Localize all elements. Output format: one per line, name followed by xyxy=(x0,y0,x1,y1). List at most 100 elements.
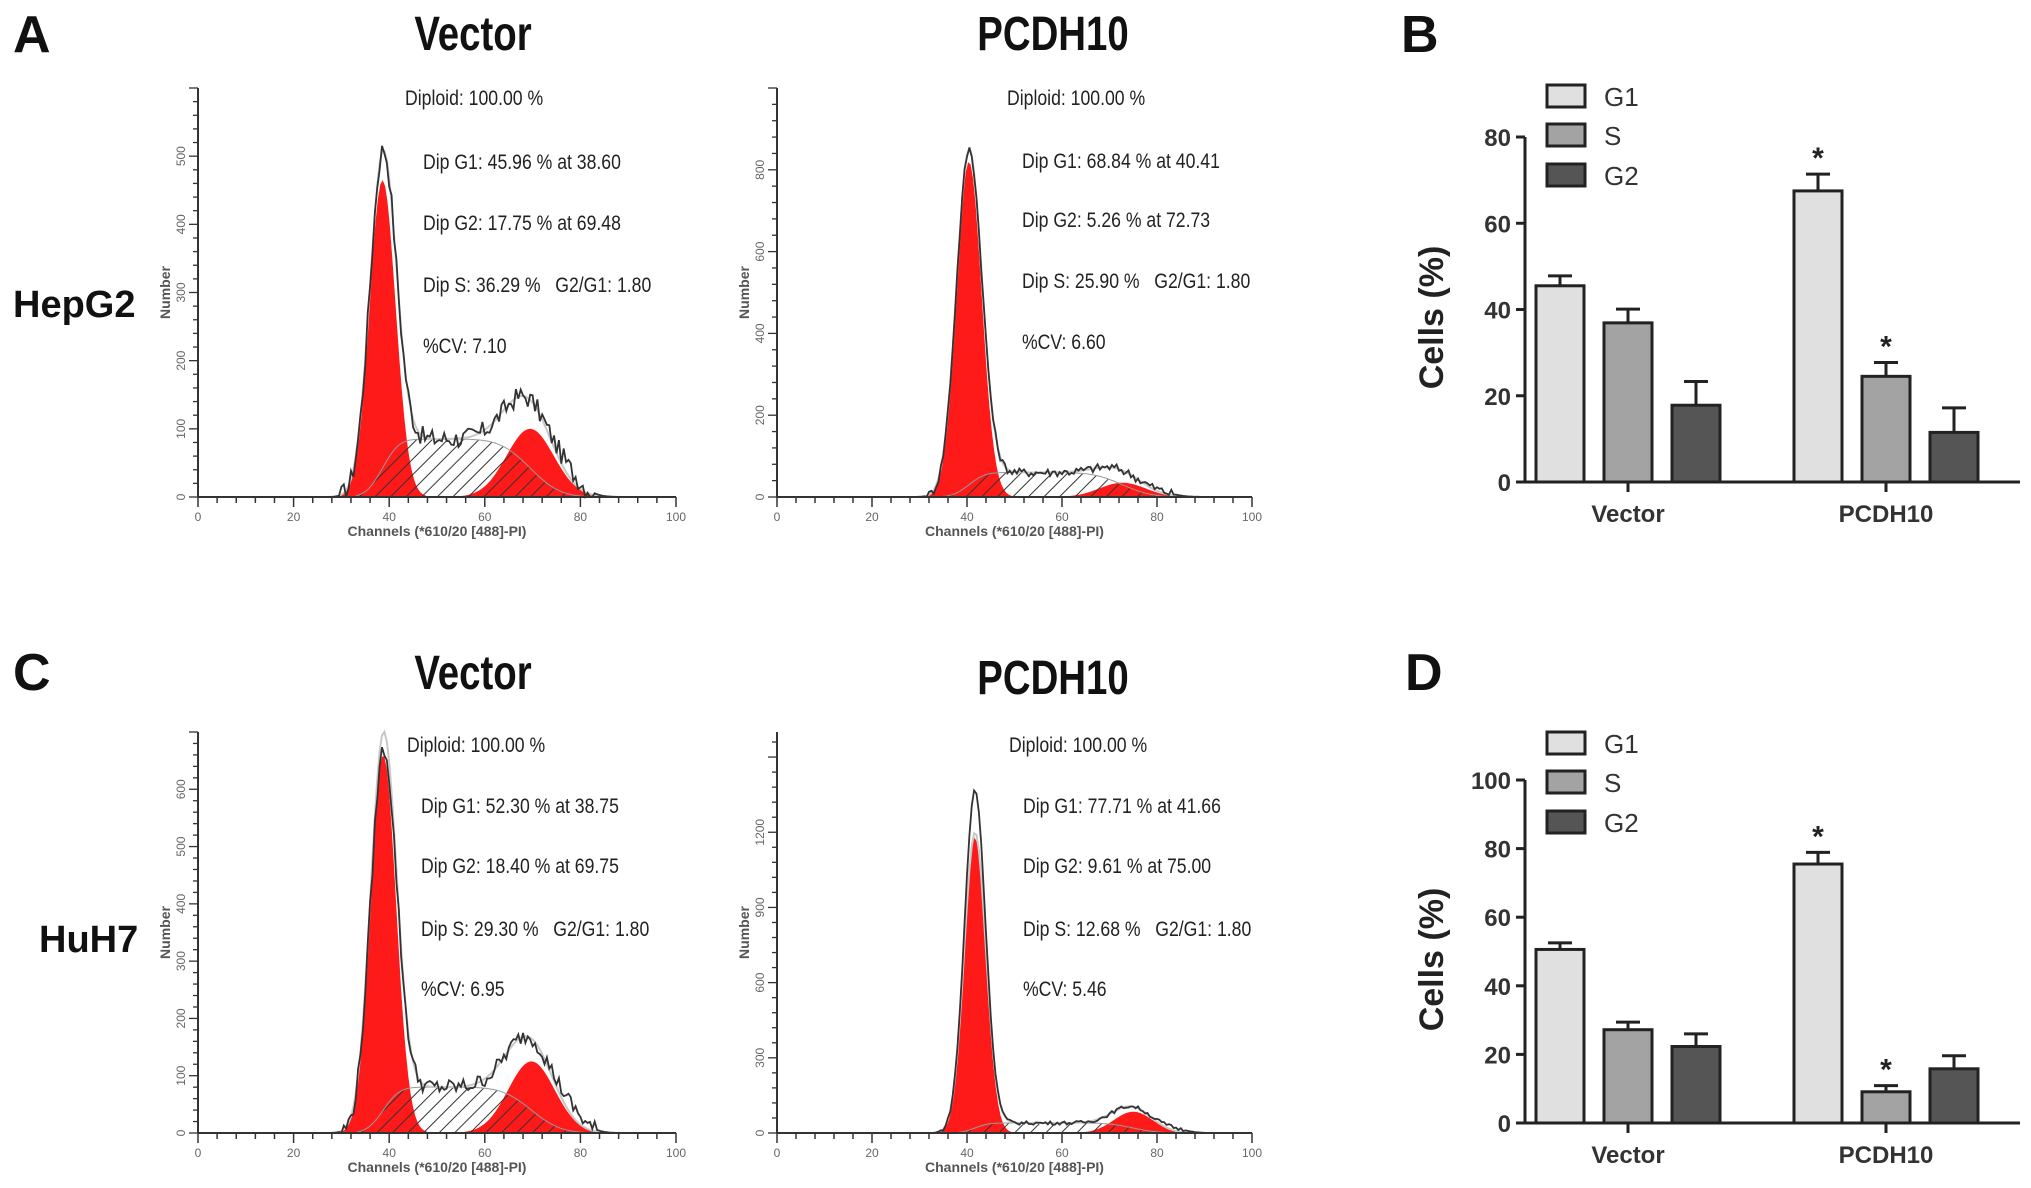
stat-line: Dip G2: 18.40 % at 69.75 xyxy=(421,855,619,879)
x-tick-label: 60 xyxy=(478,510,492,524)
observed-histogram-line xyxy=(900,788,1205,1134)
y-tick-label: 200 xyxy=(174,1008,188,1028)
y-tick-label: 40 xyxy=(1484,974,1511,1001)
column-title: PCDH10 xyxy=(977,652,1128,705)
observed-histogram-line xyxy=(900,147,1205,499)
y-axis-label: Number xyxy=(736,906,752,959)
legend-swatch xyxy=(1545,769,1587,795)
x-tick-label: 100 xyxy=(1242,1146,1262,1160)
legend-swatch xyxy=(1545,122,1587,148)
legend-swatch xyxy=(1545,730,1587,756)
y-axis-label: Number xyxy=(157,266,173,319)
y-tick-label: 1200 xyxy=(753,819,767,846)
y-tick-label: 600 xyxy=(753,972,767,992)
column-title: Vector xyxy=(414,8,531,61)
stat-line: Dip S: 12.68 % G2/G1: 1.80 xyxy=(1023,918,1251,942)
x-tick-label: 20 xyxy=(287,1146,301,1160)
legend-swatch xyxy=(1545,162,1587,188)
significance-marker: * xyxy=(1812,820,1824,853)
bar-s-pcdh10 xyxy=(1860,374,1912,484)
observed-histogram-line xyxy=(322,145,629,500)
bar-s-pcdh10 xyxy=(1860,1090,1912,1125)
x-tick-label: 20 xyxy=(865,510,879,524)
x-tick-label: 0 xyxy=(195,510,202,524)
y-tick-label: 500 xyxy=(174,146,188,166)
bar-s-vector xyxy=(1602,1028,1654,1125)
stat-line: Diploid: 100.00 % xyxy=(407,734,545,758)
bar-g2-vector xyxy=(1670,403,1722,484)
stat-line: Diploid: 100.00 % xyxy=(1009,734,1147,758)
stat-line: Dip S: 36.29 % G2/G1: 1.80 xyxy=(423,274,651,298)
panel-label-b: B xyxy=(1401,6,1439,64)
stat-line: Dip G1: 52.30 % at 38.75 xyxy=(421,795,619,819)
bar-s-vector xyxy=(1602,321,1654,484)
legend-label: S xyxy=(1604,121,1621,151)
y-tick-label: 600 xyxy=(174,779,188,799)
row-label-huh7: HuH7 xyxy=(39,919,138,961)
column-title: Vector xyxy=(414,647,531,700)
bar-chart-hepg2_cell_cycle: 0 20 40 60 80 Cells (%) Vector PCDH10 * G1 * S G2 xyxy=(1413,82,2020,528)
x-axis-label: Channels (*610/20 [488]-PI) xyxy=(925,523,1104,539)
x-tick-label: 80 xyxy=(1150,510,1164,524)
legend-swatch xyxy=(1545,83,1587,109)
y-axis-title: Cells (%) xyxy=(1413,888,1451,1032)
observed-histogram-line xyxy=(322,746,629,1135)
g1-peak-fill xyxy=(330,180,435,497)
x-tick-label: 80 xyxy=(1150,1146,1164,1160)
stat-line: %CV: 6.95 xyxy=(421,978,505,1002)
x-tick-label: 60 xyxy=(1055,510,1069,524)
y-tick-label: 900 xyxy=(753,897,767,917)
x-tick-label: 40 xyxy=(960,510,974,524)
bar-g1-pcdh10 xyxy=(1792,189,1844,484)
x-axis-label: Channels (*610/20 [488]-PI) xyxy=(348,1159,527,1175)
stat-line: %CV: 5.46 xyxy=(1023,978,1107,1002)
y-axis-label: Number xyxy=(736,266,752,319)
x-tick-label: 60 xyxy=(1055,1146,1069,1160)
x-tick-label: 100 xyxy=(666,1146,686,1160)
bar-g1-vector xyxy=(1534,284,1586,484)
column-title: PCDH10 xyxy=(977,8,1128,61)
legend-label: G1 xyxy=(1604,729,1639,759)
y-tick-label: 80 xyxy=(1484,125,1511,152)
significance-marker: * xyxy=(1880,1054,1892,1087)
histogram-huh7_vector: Vector 0 20 40 60 80 100 0 100 200 300 400 500 600 Num… xyxy=(157,647,686,1175)
stat-line: Dip G2: 5.26 % at 72.73 xyxy=(1022,209,1210,233)
y-tick-label: 0 xyxy=(1498,470,1511,497)
x-tick-label: 80 xyxy=(574,1146,588,1160)
significance-marker: * xyxy=(1880,331,1892,364)
x-tick-label: 0 xyxy=(774,510,781,524)
panel-label-c: C xyxy=(13,644,51,702)
y-tick-label: 200 xyxy=(174,350,188,370)
y-tick-label: 100 xyxy=(174,419,188,439)
x-tick-label: 20 xyxy=(287,510,301,524)
y-tick-label: 800 xyxy=(753,159,767,179)
y-tick-label: 0 xyxy=(753,1129,767,1136)
category-label: PCDH10 xyxy=(1839,1142,1934,1169)
legend-label: S xyxy=(1604,768,1621,798)
legend-swatch xyxy=(1545,809,1587,835)
y-tick-label: 60 xyxy=(1484,211,1511,238)
category-label: Vector xyxy=(1591,1142,1664,1169)
histogram-hepg2_vector: Vector 0 20 40 60 80 100 0 100 200 300 400 500 Number… xyxy=(157,8,686,539)
y-tick-label: 100 xyxy=(1471,768,1511,795)
stat-line: Dip G1: 45.96 % at 38.60 xyxy=(423,151,621,175)
stat-line: Dip S: 25.90 % G2/G1: 1.80 xyxy=(1022,270,1250,294)
s-phase-hatched-area xyxy=(355,438,590,498)
y-tick-label: 20 xyxy=(1484,384,1511,411)
stat-line: %CV: 7.10 xyxy=(423,335,507,359)
legend-label: G1 xyxy=(1604,82,1639,112)
y-tick-label: 300 xyxy=(174,282,188,302)
x-tick-label: 40 xyxy=(960,1146,974,1160)
x-tick-label: 60 xyxy=(478,1146,492,1160)
y-tick-label: 400 xyxy=(174,894,188,914)
x-tick-label: 0 xyxy=(774,1146,781,1160)
legend-label: G2 xyxy=(1604,161,1639,191)
y-tick-label: 40 xyxy=(1484,298,1511,325)
bar-chart-huh7_cell_cycle: 0 20 40 60 80 100 Cells (%) Vector PCDH10 * G1 * S G2 xyxy=(1413,729,2020,1169)
y-tick-label: 400 xyxy=(753,323,767,343)
y-tick-label: 500 xyxy=(174,836,188,856)
significance-marker: * xyxy=(1812,142,1824,175)
y-tick-label: 20 xyxy=(1484,1042,1511,1069)
g2-peak-fill xyxy=(1055,1111,1212,1133)
